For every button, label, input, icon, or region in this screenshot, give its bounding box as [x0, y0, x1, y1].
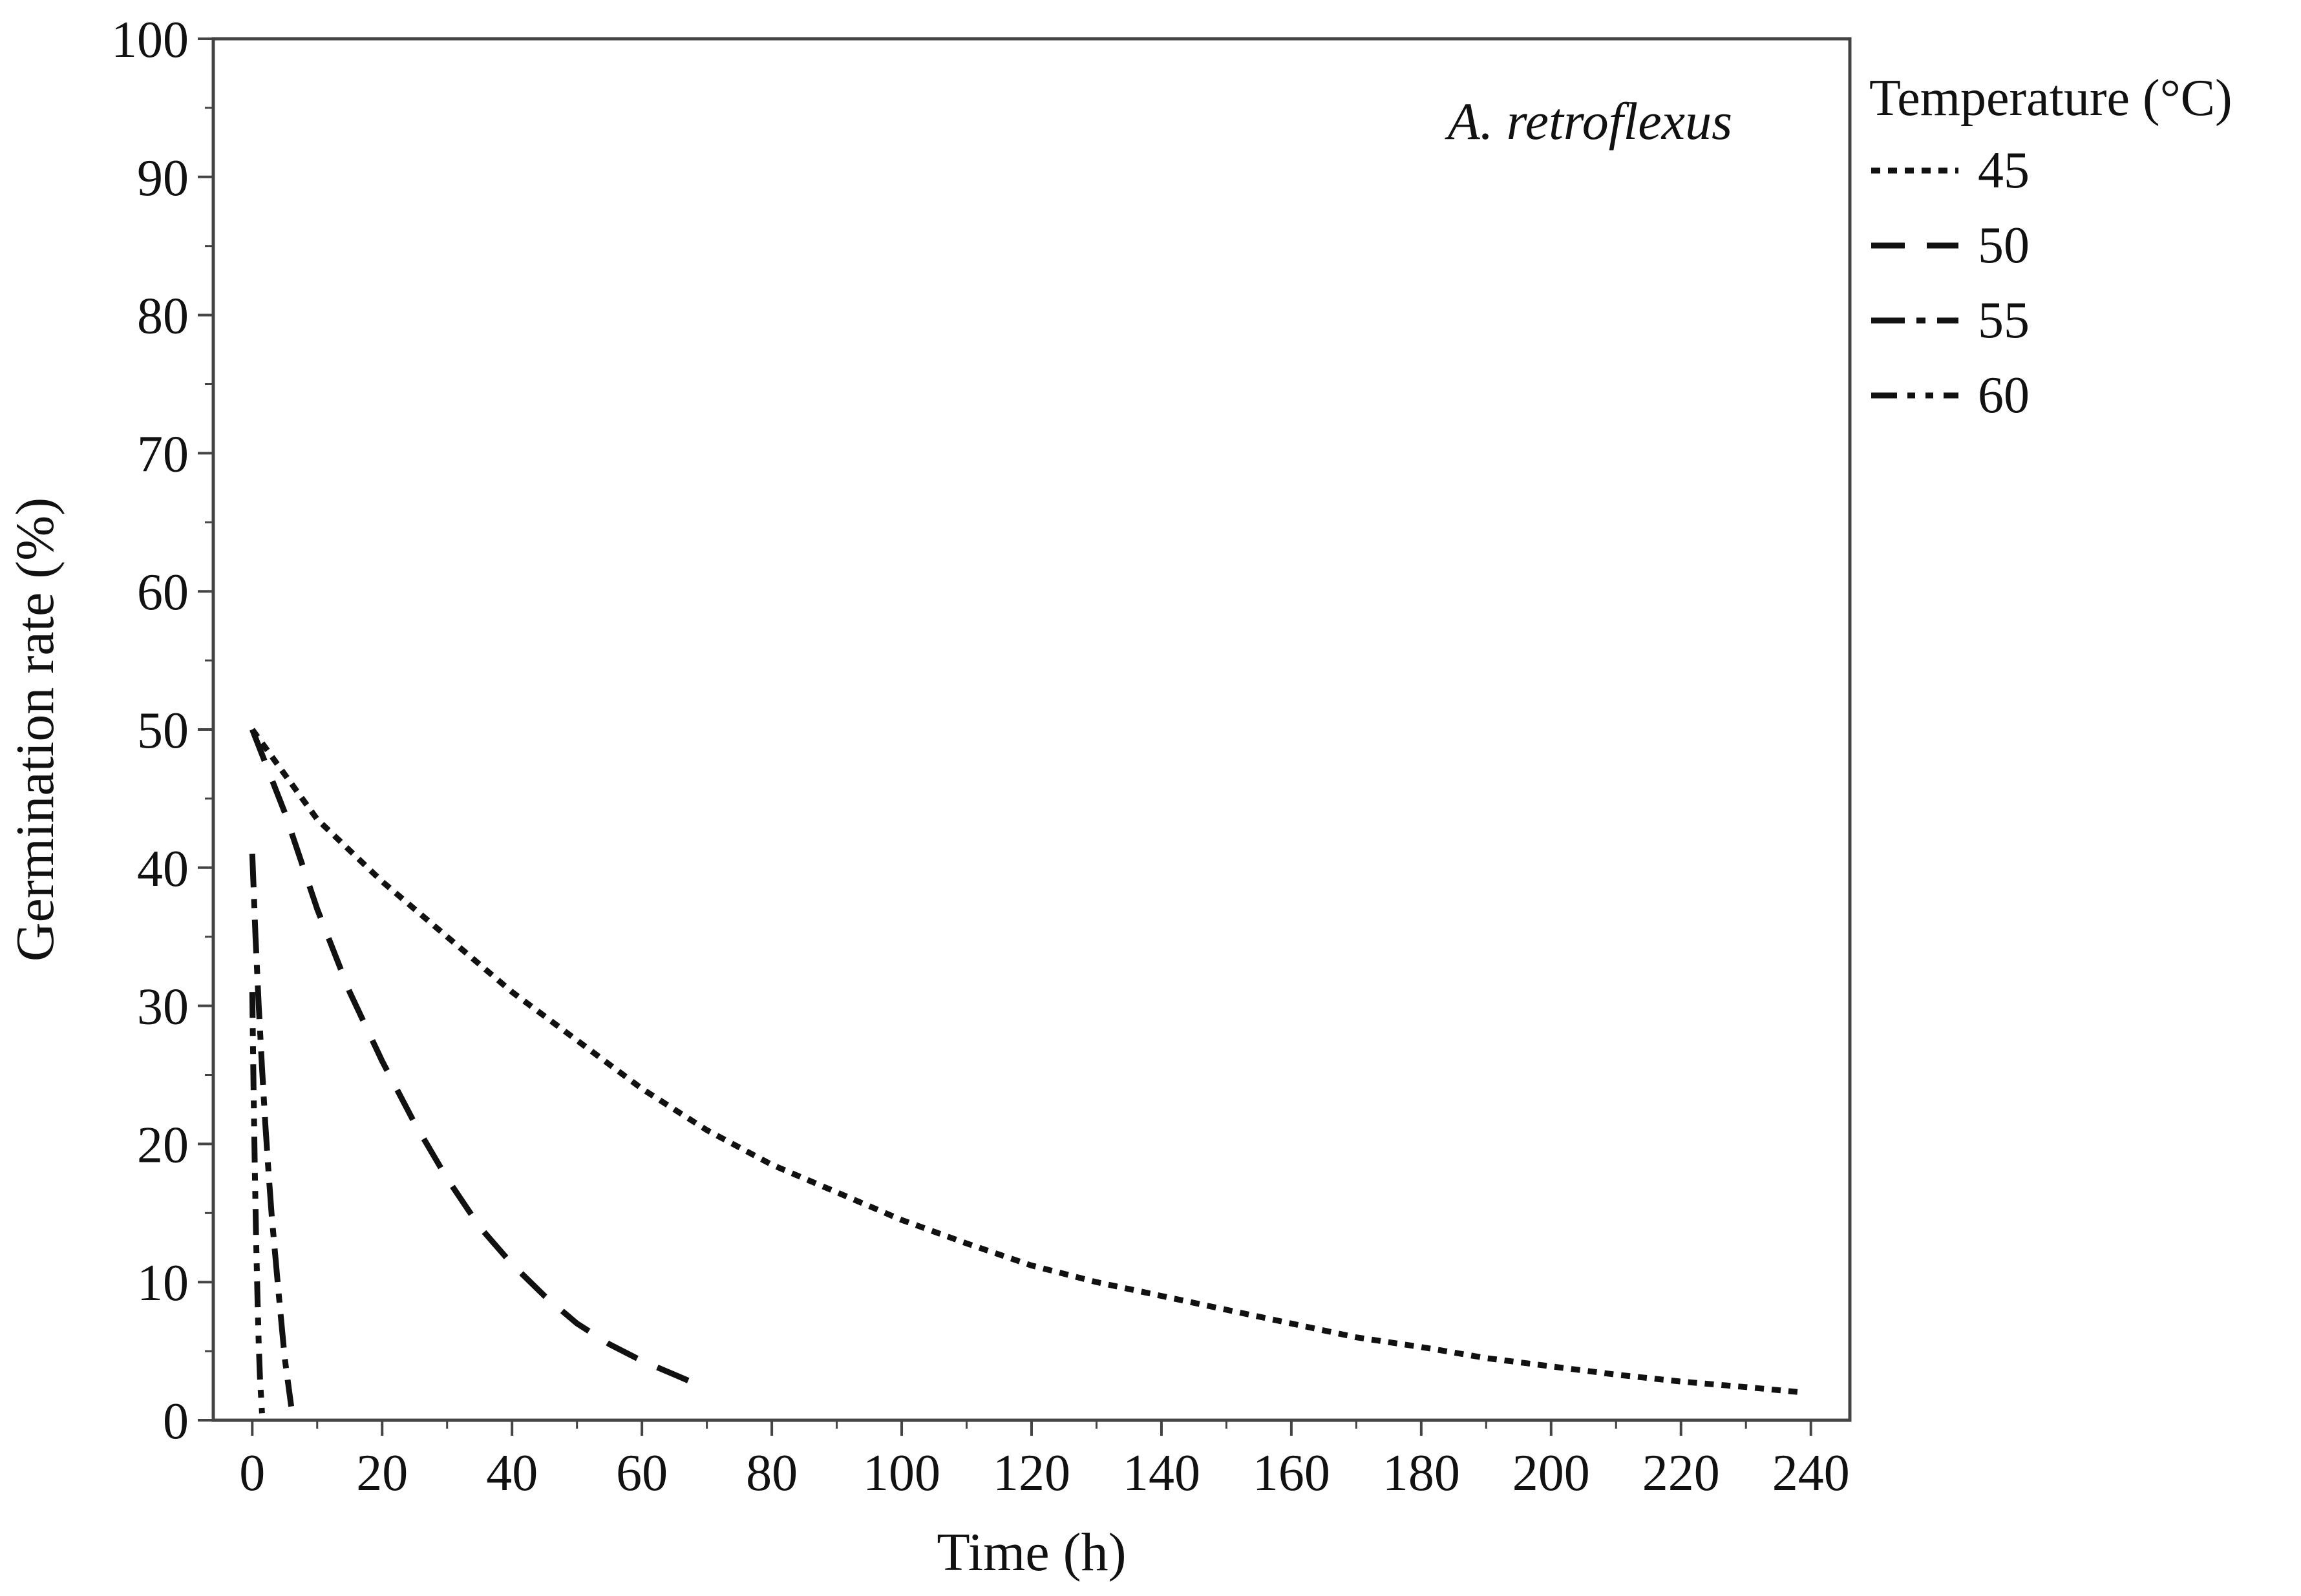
- x-tick-label: 140: [1123, 1445, 1200, 1502]
- legend: Temperature (°C) 45 50 55 60: [1869, 70, 2232, 424]
- legend-label-45: 45: [1978, 142, 2030, 199]
- legend-label-55: 55: [1978, 292, 2030, 349]
- x-tick-label: 0: [239, 1445, 265, 1502]
- series-line-50: [249, 728, 695, 1386]
- plot-frame: [211, 37, 1852, 1422]
- x-tick-label: 200: [1512, 1445, 1590, 1502]
- x-axis-title: Time (h): [937, 1522, 1126, 1582]
- y-tick-label: 80: [137, 288, 189, 345]
- y-axis: 0 10 20 30 40 50 60 70 80 90 100: [111, 12, 213, 1450]
- y-tick-label: 50: [137, 702, 189, 759]
- x-tick-label: 20: [356, 1445, 408, 1502]
- x-tick-label: 60: [616, 1445, 668, 1502]
- x-tick-label: 100: [863, 1445, 940, 1502]
- x-tick-label: 160: [1253, 1445, 1330, 1502]
- x-axis: 0 20 40 60 80 100 120 140 160 180 200 220 240: [239, 1420, 1850, 1502]
- annotation-species: A. retroflexus: [1445, 92, 1732, 151]
- legend-label-50: 50: [1978, 217, 2030, 274]
- series-layer: [249, 728, 1805, 1414]
- y-tick-label: 100: [111, 12, 189, 68]
- legend-label-60: 60: [1978, 367, 2030, 424]
- y-tick-label: 0: [163, 1393, 189, 1450]
- y-tick-label: 90: [137, 150, 189, 207]
- y-tick-label: 60: [137, 564, 189, 621]
- x-tick-label: 40: [486, 1445, 538, 1502]
- x-tick-label: 220: [1642, 1445, 1720, 1502]
- x-tick-label: 180: [1383, 1445, 1460, 1502]
- y-tick-label: 70: [137, 426, 189, 483]
- x-tick-label: 80: [746, 1445, 798, 1502]
- y-tick-label: 20: [137, 1117, 189, 1173]
- y-tick-label: 10: [137, 1255, 189, 1312]
- y-tick-label: 30: [137, 979, 189, 1036]
- legend-entries: 45 50 55 60: [1871, 142, 2030, 424]
- series-line-55: [249, 854, 295, 1407]
- x-tick-label: 120: [993, 1445, 1070, 1502]
- series-line-60: [249, 992, 265, 1414]
- y-axis-title: Germination rate (%): [5, 498, 65, 961]
- y-tick-label: 40: [137, 841, 189, 898]
- x-tick-label: 240: [1772, 1445, 1850, 1502]
- series-line-45: [249, 728, 1805, 1396]
- legend-title: Temperature (°C): [1869, 70, 2232, 127]
